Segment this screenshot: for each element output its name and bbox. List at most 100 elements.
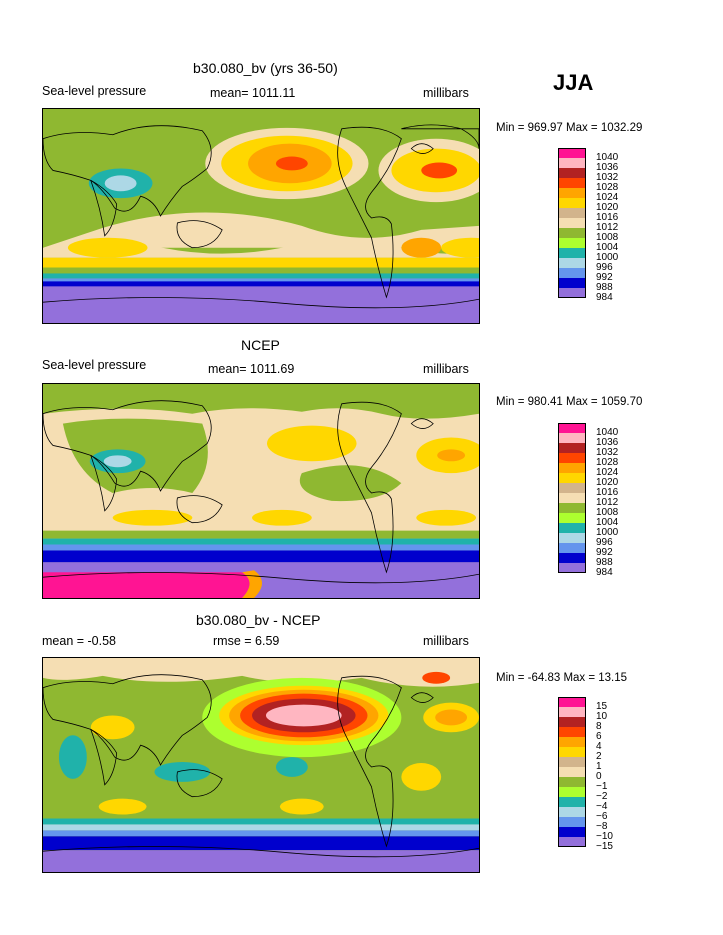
- legend-2-label: 1008: [596, 507, 619, 518]
- panel-1-field-label: Sea-level pressure: [42, 84, 147, 98]
- legend-2-label: 996: [596, 537, 613, 548]
- legend-3-swatch: [558, 757, 586, 767]
- map-3-band-neg6: [43, 824, 479, 831]
- panel-1-map-svg: [43, 109, 479, 323]
- panel-2-units-label: millibars: [423, 362, 469, 376]
- panel-3-minmax: Min = -64.83 Max = 13.15: [496, 672, 628, 684]
- map-2-band-992: [43, 544, 479, 551]
- legend-1-swatch: [558, 258, 586, 268]
- legend-3-swatch: [558, 747, 586, 757]
- map-3-sam-pos: [401, 763, 442, 791]
- map-2-spac-high: [252, 509, 312, 526]
- map-3-arctic-tan: [43, 658, 479, 687]
- legend-2-swatch: [558, 513, 586, 523]
- legend-1-label: 1032: [596, 172, 619, 183]
- legend-1-label: 992: [596, 272, 613, 283]
- legend-1-swatch: [558, 188, 586, 198]
- legend-2-swatch: [558, 423, 586, 433]
- legend-1-swatch: [558, 208, 586, 218]
- legend-3-swatch: [558, 707, 586, 717]
- legend-1-swatch: [558, 198, 586, 208]
- map-3-greenland-pos: [422, 671, 451, 684]
- legend-1-swatch: [558, 178, 586, 188]
- map-2-coastlines: [43, 400, 479, 584]
- legend-2-swatch: [558, 553, 586, 563]
- legend-1-swatch: [558, 268, 586, 278]
- legend-2-label: 1000: [596, 527, 619, 538]
- map-1-band-1000: [43, 273, 479, 279]
- map-1-band-992: [43, 278, 479, 284]
- panel-2-map-svg: [43, 384, 479, 598]
- legend-1-label: 988: [596, 282, 613, 293]
- legend-3-swatch: [558, 727, 586, 737]
- legend-1-label: 996: [596, 262, 613, 273]
- panel-3-map-svg: [43, 658, 479, 872]
- map-1-band-1008: [43, 267, 479, 274]
- legend-1-label: 1008: [596, 232, 619, 243]
- map-1-coastlines: [43, 124, 479, 309]
- legend-1-swatch: [558, 168, 586, 178]
- legend-1-label: 1004: [596, 242, 619, 253]
- legend-3-swatch: [558, 837, 586, 847]
- legend-2-swatch: [558, 543, 586, 553]
- legend-2-swatch: [558, 453, 586, 463]
- legend-1-label: 984: [596, 292, 613, 303]
- legend-3-label: 2: [596, 751, 602, 762]
- legend-3-label: −6: [596, 811, 608, 822]
- legend-3-swatch: [558, 827, 586, 837]
- legend-3-label: −4: [596, 801, 608, 812]
- legend-3-label: 1: [596, 761, 602, 772]
- legend-2-swatch: [558, 533, 586, 543]
- legend-2-swatch: [558, 503, 586, 513]
- panel-1-title: b30.080_bv (yrs 36-50): [193, 60, 338, 76]
- legend-2-swatch: [558, 463, 586, 473]
- legend-3-swatch: [558, 717, 586, 727]
- map-1-sind-high: [67, 237, 148, 258]
- map-2-band-988: [43, 550, 479, 563]
- panel-1-mean-label: mean= 1011.11: [210, 86, 296, 100]
- legend-3-swatch: [558, 787, 586, 797]
- legend-3-swatch: [558, 797, 586, 807]
- map-2-antarctic-high: [43, 572, 250, 598]
- legend-2-swatch: [558, 483, 586, 493]
- legend-3-swatch: [558, 817, 586, 827]
- legend-3-label: −10: [596, 831, 613, 842]
- legend-1-swatch: [558, 278, 586, 288]
- legend-2-label: 1036: [596, 437, 619, 448]
- map-2-asia-low-core: [103, 455, 132, 468]
- legend-3-swatch: [558, 807, 586, 817]
- legend-3-swatch: [558, 777, 586, 787]
- legend-3-swatch: [558, 737, 586, 747]
- legend-1-swatch: [558, 158, 586, 168]
- legend-1-swatch: [558, 248, 586, 258]
- map-3-asia-pos: [90, 715, 135, 740]
- legend-3-swatch: [558, 697, 586, 707]
- panel-2-mean-label: mean= 1011.69: [208, 362, 295, 376]
- panel-3-mean-label: mean = -0.58: [42, 634, 117, 648]
- map-3-pac-neg: [275, 757, 308, 777]
- legend-1-label: 1020: [596, 202, 619, 213]
- map-3-spac-pos: [279, 798, 324, 815]
- panel-3-units-label: millibars: [423, 634, 469, 648]
- legend-1-label: 1024: [596, 192, 619, 203]
- map-3-band-neg8: [43, 830, 479, 837]
- map-1-band-984: [43, 283, 479, 323]
- legend-3-label: −8: [596, 821, 608, 832]
- map-3-band-neg15: [43, 850, 479, 872]
- legend-1-label: 1000: [596, 252, 619, 263]
- panel-2-title: NCEP: [241, 337, 280, 353]
- legend-3-label: −15: [596, 841, 613, 852]
- legend-2-label: 1004: [596, 517, 619, 528]
- legend-2-label: 988: [596, 557, 613, 568]
- map-2-antarctic-ring: [242, 570, 262, 598]
- panel-3-map: [42, 657, 480, 873]
- legend-2-swatch: [558, 563, 586, 573]
- legend-1-label: 1012: [596, 222, 619, 233]
- legend-3-label: 15: [596, 701, 608, 712]
- map-3-sind-pos: [98, 798, 147, 815]
- legend-2-label: 1020: [596, 477, 619, 488]
- legend-1-swatch: [558, 148, 586, 158]
- map-3-band-neg4: [43, 818, 479, 825]
- map-3-npac-pos10: [265, 704, 342, 727]
- map-2-npac-high: [266, 425, 357, 462]
